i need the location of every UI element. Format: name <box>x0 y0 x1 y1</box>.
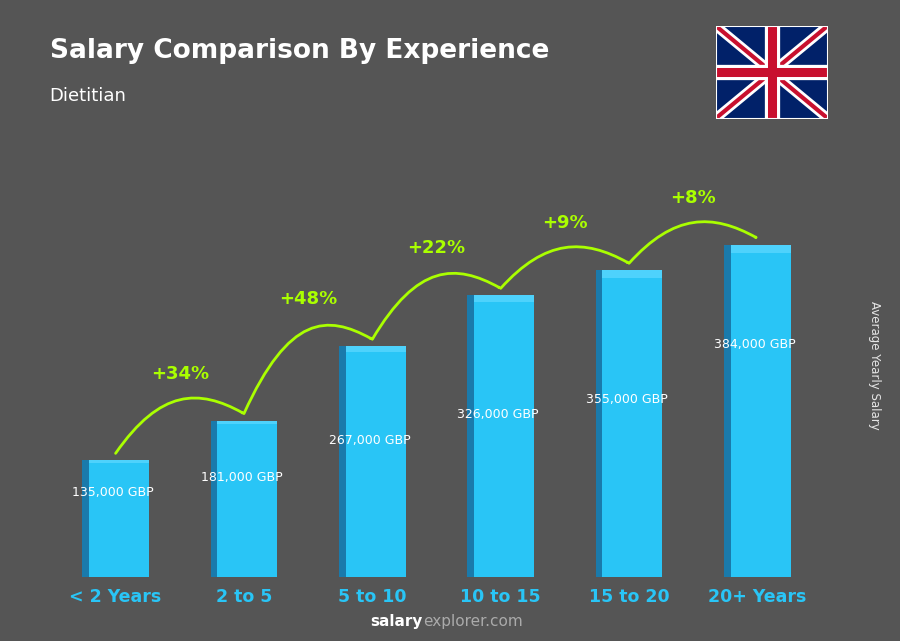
Polygon shape <box>724 245 731 577</box>
Polygon shape <box>346 346 406 352</box>
Polygon shape <box>82 460 89 577</box>
FancyArrowPatch shape <box>500 247 627 288</box>
FancyArrowPatch shape <box>373 273 500 339</box>
Text: salary: salary <box>371 615 423 629</box>
Text: +48%: +48% <box>279 290 338 308</box>
Polygon shape <box>731 245 791 253</box>
Polygon shape <box>217 420 277 577</box>
Text: +8%: +8% <box>670 189 716 208</box>
Text: +34%: +34% <box>150 365 209 383</box>
FancyArrowPatch shape <box>244 325 371 413</box>
Polygon shape <box>211 420 217 577</box>
Text: +22%: +22% <box>408 240 465 258</box>
Text: Salary Comparison By Experience: Salary Comparison By Experience <box>50 38 549 65</box>
Polygon shape <box>339 346 346 577</box>
Polygon shape <box>716 26 828 119</box>
Polygon shape <box>596 271 602 577</box>
Polygon shape <box>346 346 406 577</box>
Text: +9%: +9% <box>542 215 588 233</box>
FancyArrowPatch shape <box>115 398 242 453</box>
Polygon shape <box>217 420 277 424</box>
Text: 135,000 GBP: 135,000 GBP <box>72 486 154 499</box>
Text: Average Yearly Salary: Average Yearly Salary <box>868 301 881 429</box>
Text: 355,000 GBP: 355,000 GBP <box>586 393 667 406</box>
Polygon shape <box>602 271 662 278</box>
Text: explorer.com: explorer.com <box>423 615 523 629</box>
Polygon shape <box>89 460 149 577</box>
Polygon shape <box>467 296 474 577</box>
Polygon shape <box>89 460 149 463</box>
Polygon shape <box>731 245 791 577</box>
Polygon shape <box>602 271 662 577</box>
Text: 181,000 GBP: 181,000 GBP <box>201 470 283 483</box>
Text: 326,000 GBP: 326,000 GBP <box>457 408 539 421</box>
FancyArrowPatch shape <box>629 222 756 263</box>
Text: 384,000 GBP: 384,000 GBP <box>714 338 796 351</box>
Polygon shape <box>474 296 534 577</box>
Text: Dietitian: Dietitian <box>50 87 126 104</box>
Text: 267,000 GBP: 267,000 GBP <box>328 434 410 447</box>
Polygon shape <box>474 296 534 303</box>
